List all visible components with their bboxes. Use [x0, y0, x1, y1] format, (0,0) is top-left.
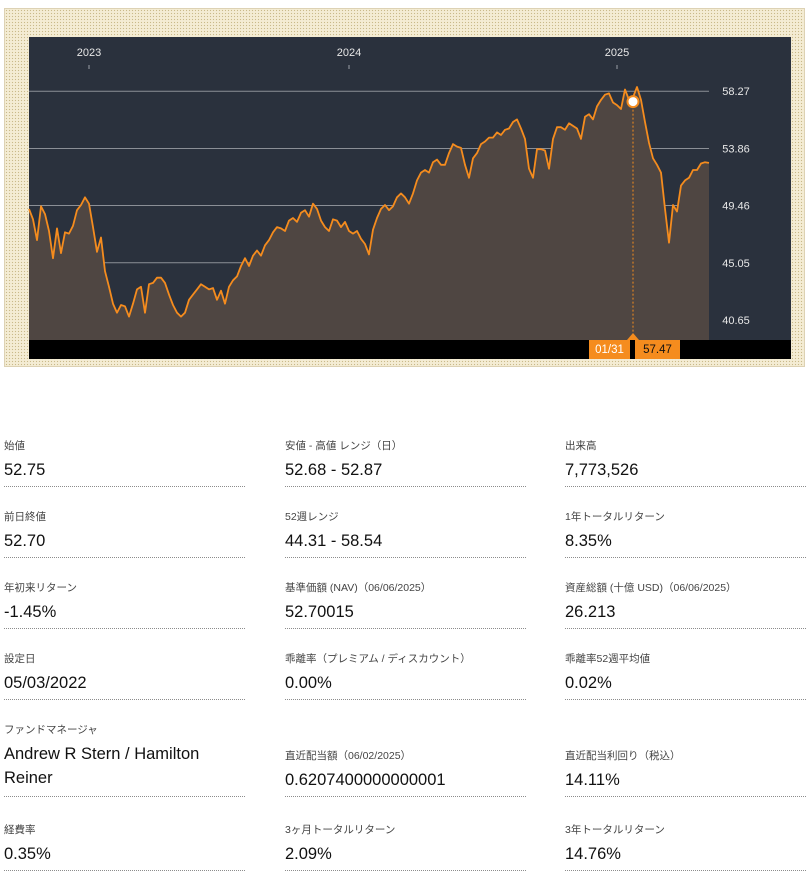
- stat-value: 44.31 - 58.54: [285, 532, 383, 550]
- stat-label: 乖離率（プレミアム / ディスカウント）: [285, 653, 471, 665]
- stat-label: 資産総額 (十億 USD)（06/06/2025）: [565, 582, 737, 594]
- stat-value: 8.35%: [565, 532, 612, 550]
- stat-cell: 設定日 05/03/2022: [4, 637, 245, 700]
- stat-cell: ファンドマネージャ Andrew R Stern / Hamilton Reine…: [4, 708, 245, 797]
- stat-value: 14.76%: [565, 845, 621, 863]
- stat-value: 05/03/2022: [4, 674, 87, 692]
- stat-value: 0.00%: [285, 674, 332, 692]
- stat-label: 出来高: [565, 440, 597, 452]
- stat-label: 直近配当利回り（税込）: [565, 750, 681, 762]
- stat-label: 前日終値: [4, 511, 46, 523]
- stat-label: 設定日: [4, 653, 36, 665]
- price-chart[interactable]: 2023 2024 2025 58.27 53.86 49.46 45.05 40.65 0…: [28, 37, 791, 359]
- stat-value: 0.35%: [4, 845, 51, 863]
- stat-cell: 安値 - 高値 レンジ（日） 52.68 - 52.87: [285, 424, 526, 487]
- chart-frame: 2023 2024 2025 58.27 53.86 49.46 45.05 40.65 0…: [4, 8, 805, 367]
- y-tick-label: 40.65: [722, 315, 750, 327]
- stat-cell: 経費率 0.35%: [4, 808, 245, 871]
- y-tick-label: 58.27: [722, 86, 750, 98]
- stat-cell: 出来高 7,773,526: [565, 424, 806, 487]
- stat-label: 直近配当額（06/02/2025）: [285, 750, 412, 762]
- y-tick-label: 53.86: [722, 143, 750, 155]
- highlight-pointer: [627, 333, 639, 340]
- stat-label: 年初来リターン: [4, 582, 77, 594]
- stat-label: 3ヶ月トータルリターン: [285, 824, 396, 836]
- x-tick-label: 2025: [605, 47, 629, 59]
- stat-cell: 基準価額 (NAV)（06/06/2025） 52.70015: [285, 566, 526, 629]
- stat-label: 経費率: [4, 824, 36, 836]
- stat-cell: 3ヶ月トータルリターン 2.09%: [285, 808, 526, 871]
- stat-value: 2.09%: [285, 845, 332, 863]
- stat-value: 52.70: [4, 532, 46, 550]
- y-tick-label: 45.05: [722, 258, 750, 270]
- stat-cell: 年初来リターン -1.45%: [4, 566, 245, 629]
- stat-value: 0.02%: [565, 674, 612, 692]
- stat-value: 14.11%: [565, 771, 620, 789]
- stat-value: 0.6207400000000001: [285, 771, 446, 789]
- y-tick-label: 49.46: [722, 201, 750, 213]
- x-tick-label: 2024: [337, 47, 361, 59]
- highlight-value-box: [635, 340, 680, 359]
- stat-cell: 1年トータルリターン 8.35%: [565, 495, 806, 558]
- stat-value: 52.68 - 52.87: [285, 461, 383, 479]
- highlight-value: 57.47: [643, 344, 672, 356]
- highlight-date-box: [589, 340, 630, 359]
- stat-cell: 52週レンジ 44.31 - 58.54: [285, 495, 526, 558]
- stat-label: 52週レンジ: [285, 511, 339, 523]
- stat-value: 52.75: [4, 461, 46, 479]
- highlight-point: [626, 95, 640, 109]
- series-line: [28, 86, 710, 318]
- x-tick-label: 2023: [77, 47, 101, 59]
- stat-value: 52.70015: [285, 603, 354, 621]
- stat-cell: 乖離率52週平均値 0.02%: [565, 637, 806, 700]
- stat-value: 7,773,526: [565, 461, 639, 479]
- stat-label: 安値 - 高値 レンジ（日）: [285, 440, 403, 452]
- stat-value: 26.213: [565, 603, 616, 621]
- stat-cell: 直近配当額（06/02/2025） 0.6207400000000001: [285, 734, 526, 797]
- stat-label: ファンドマネージャ: [4, 724, 98, 736]
- stat-cell: 乖離率（プレミアム / ディスカウント） 0.00%: [285, 637, 526, 700]
- stat-cell: 始値 52.75: [4, 424, 245, 487]
- stat-value: Andrew R Stern / Hamilton Reiner: [4, 745, 200, 787]
- series-area: [29, 87, 709, 340]
- stat-label: 3年トータルリターン: [565, 824, 665, 836]
- highlight-date: 01/31: [595, 344, 624, 356]
- stat-value: -1.45%: [4, 603, 57, 621]
- stat-cell: 3年トータルリターン 14.76%: [565, 808, 806, 871]
- stat-cell: 資産総額 (十億 USD)（06/06/2025） 26.213: [565, 566, 806, 629]
- stat-label: 始値: [4, 440, 25, 452]
- stat-cell: 前日終値 52.70: [4, 495, 245, 558]
- stat-label: 基準価額 (NAV)（06/06/2025）: [285, 582, 432, 594]
- stat-label: 1年トータルリターン: [565, 511, 665, 523]
- stat-label: 乖離率52週平均値: [565, 653, 651, 665]
- stat-cell: 直近配当利回り（税込） 14.11%: [565, 734, 806, 797]
